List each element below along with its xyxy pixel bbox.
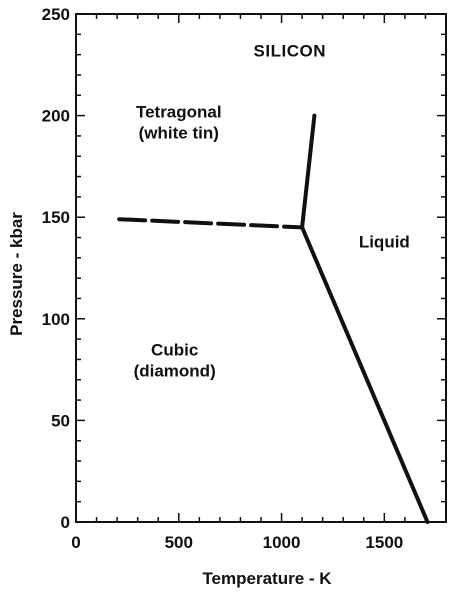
y-tick-label: 100 bbox=[42, 310, 70, 329]
region-label: Cubic bbox=[151, 340, 198, 359]
x-tick-label: 500 bbox=[165, 533, 193, 552]
x-tick-label: 1500 bbox=[365, 533, 403, 552]
region-label: (white tin) bbox=[139, 124, 219, 143]
region-label: Tetragonal bbox=[136, 103, 222, 122]
x-tick-label: 1000 bbox=[263, 533, 301, 552]
y-tick-label: 250 bbox=[42, 5, 70, 24]
boundary-line-dashed bbox=[117, 217, 305, 230]
boundary-line bbox=[300, 113, 317, 230]
y-tick-label: 150 bbox=[42, 208, 70, 227]
region-label: Liquid bbox=[359, 233, 410, 252]
phase-boundaries bbox=[117, 113, 430, 524]
chart-title: SILICON bbox=[254, 42, 326, 61]
boundary-line bbox=[300, 225, 430, 524]
y-axis-title: Pressure - kbar bbox=[7, 212, 26, 336]
region-label: (diamond) bbox=[134, 361, 216, 380]
y-tick-label: 200 bbox=[42, 107, 70, 126]
y-tick-label: 0 bbox=[61, 513, 70, 532]
plot-frame bbox=[75, 13, 447, 523]
x-axis-title: Temperature - K bbox=[202, 569, 332, 588]
plot-border bbox=[75, 13, 447, 523]
axis-ticks: 0 500 1000 1500 0 50 100 150 200 250 bbox=[42, 5, 447, 552]
region-labels: Tetragonal (white tin) Liquid Cubic (diamond… bbox=[134, 103, 410, 381]
x-tick-label: 0 bbox=[71, 533, 80, 552]
y-tick-label: 50 bbox=[51, 411, 70, 430]
